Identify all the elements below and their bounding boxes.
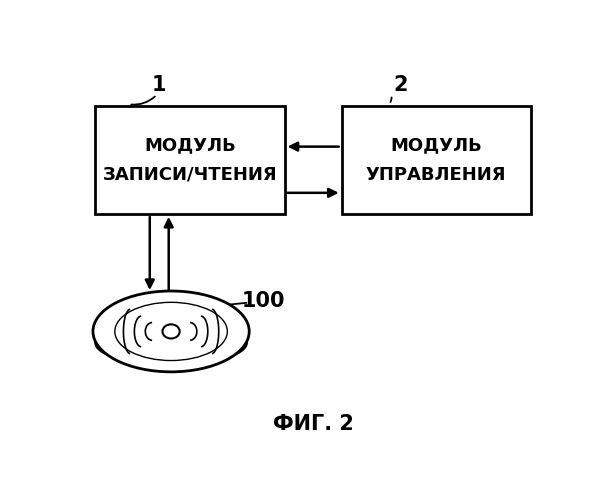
Text: 1: 1 [152, 75, 166, 95]
Bar [95, 106, 285, 214]
Text: МОДУЛЬ
УПРАВЛЕНИЯ: МОДУЛЬ УПРАВЛЕНИЯ [366, 136, 507, 184]
Bar [342, 106, 531, 214]
Text: ФИГ. 2: ФИГ. 2 [273, 414, 354, 434]
Text: МОДУЛЬ
ЗАПИСИ/ЧТЕНИЯ: МОДУЛЬ ЗАПИСИ/ЧТЕНИЯ [103, 136, 277, 184]
Ellipse shape [163, 324, 180, 338]
Ellipse shape [93, 291, 249, 372]
Text: 100: 100 [242, 290, 285, 310]
Text: 2: 2 [393, 75, 408, 95]
